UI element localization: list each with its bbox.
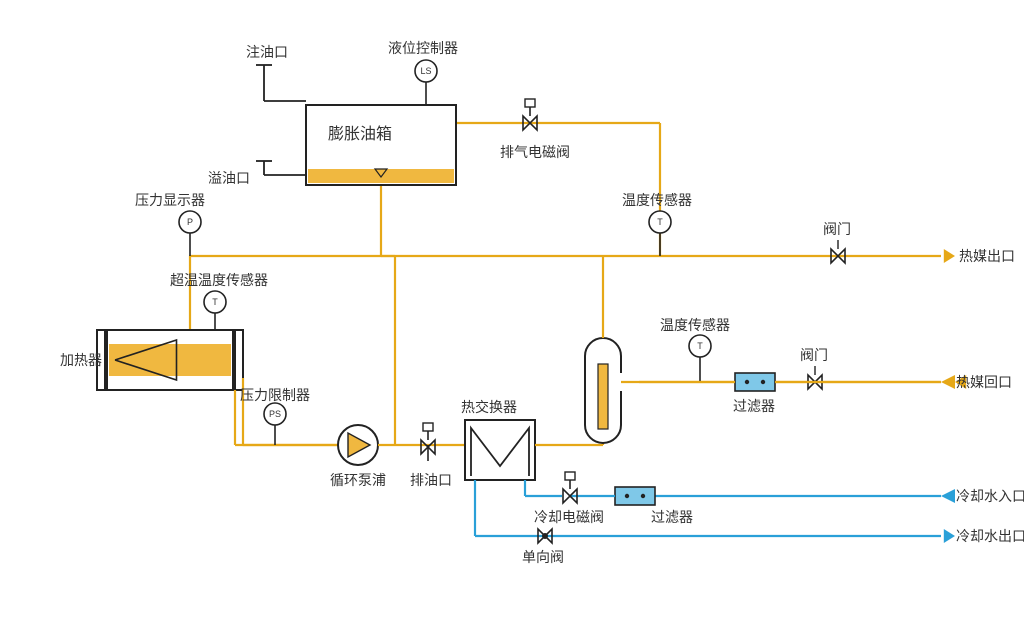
pressure-display-label: 压力显示器 (135, 192, 205, 208)
svg-text:PS: PS (269, 409, 281, 419)
svg-text:LS: LS (420, 66, 431, 76)
svg-text:P: P (187, 217, 193, 227)
oil-inlet-label: 注油口 (246, 44, 288, 60)
cooling-valve-label: 冷却电磁阀 (534, 509, 604, 525)
heater-label: 加热器 (60, 352, 102, 368)
overtemp-label: 超温温度传感器 (170, 272, 268, 288)
temp-sensor-label-1: 温度传感器 (622, 192, 692, 208)
svg-text:T: T (657, 217, 663, 227)
tank-label: 膨胀油箱 (328, 125, 392, 143)
hot-return-label: 热媒回口 (956, 374, 1012, 390)
pressure-limiter-label: 压力限制器 (240, 387, 310, 403)
valve-label-1: 阀门 (823, 221, 851, 237)
temp-sensor-label-2: 温度传感器 (660, 317, 730, 333)
pump-label: 循环泵浦 (330, 472, 386, 488)
svg-text:T: T (212, 297, 218, 307)
valve-label-2: 阀门 (800, 347, 828, 363)
overflow-label: 溢油口 (208, 170, 250, 186)
hot-out-label: 热媒出口 (959, 248, 1015, 264)
exhaust-valve-label: 排气电磁阀 (500, 144, 570, 160)
filter-label-2: 过滤器 (651, 509, 693, 525)
cool-in-label: 冷却水入口 (956, 488, 1024, 504)
svg-text:T: T (697, 341, 703, 351)
filter-label-1: 过滤器 (733, 398, 775, 414)
level-ctrl-label: 液位控制器 (388, 40, 458, 56)
exchanger-label: 热交换器 (461, 399, 517, 415)
cool-out-label: 冷却水出口 (956, 528, 1024, 544)
drain-label: 排油口 (410, 472, 452, 488)
check-valve-label: 单向阀 (522, 549, 564, 565)
